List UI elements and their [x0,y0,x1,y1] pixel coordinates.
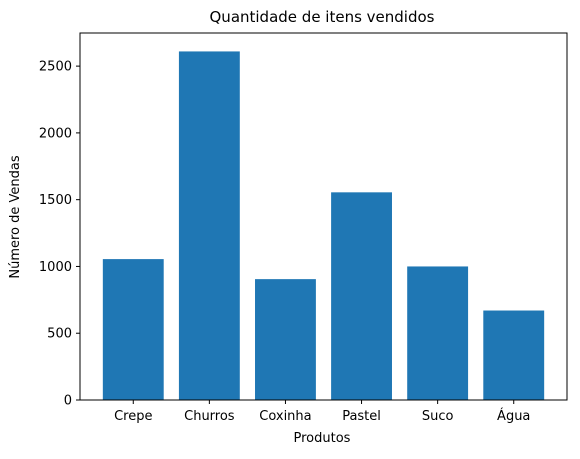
y-axis-label: Número de Vendas [8,155,23,278]
bars-layer [102,51,545,401]
x-axis-ticks: Crepe Churros Coxinha Pastel Suco Água [114,400,530,424]
y-tick-label: 500 [47,327,72,342]
x-tick-label: Crepe [114,409,152,424]
bar-água [483,310,545,400]
bar-pastel [331,192,392,400]
bar-suco [407,266,469,400]
x-tick-label: Pastel [342,409,381,424]
chart-title: Quantidade de itens vendidos [210,8,435,26]
y-tick-label: 1500 [39,193,72,208]
bar-churros [178,51,240,401]
y-tick-label: 2500 [39,60,72,75]
x-tick-label: Água [497,408,530,424]
bar-crepe [102,259,164,400]
y-tick-label: 0 [64,394,72,409]
y-tick-label: 1000 [39,260,72,275]
plot-frame [79,32,568,401]
x-tick-label: Suco [422,409,454,424]
x-axis-label: Produtos [294,431,351,446]
y-axis-ticks: 0 500 1000 1500 2000 2500 [39,60,80,409]
bar-coxinha [255,279,316,400]
x-tick-label: Churros [184,409,235,424]
x-tick-label: Coxinha [259,409,311,424]
y-tick-label: 2000 [39,126,72,141]
